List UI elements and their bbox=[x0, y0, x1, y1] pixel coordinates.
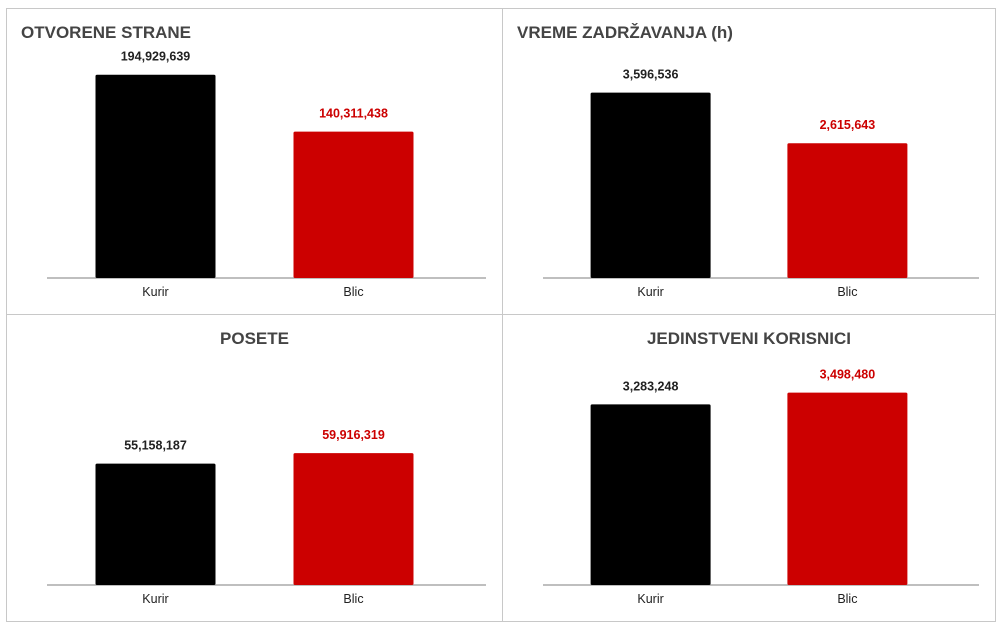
value-label-blic: 59,916,319 bbox=[322, 428, 385, 442]
chart-title: JEDINSTVENI KORISNICI bbox=[647, 329, 851, 348]
category-label-kurir: Kurir bbox=[637, 592, 663, 606]
chart-title: POSETE bbox=[220, 329, 289, 348]
bar-kurir bbox=[95, 463, 216, 585]
category-label-blic: Blic bbox=[837, 592, 857, 606]
value-label-kurir: 3,596,536 bbox=[623, 68, 679, 82]
chart-panel-posete: POSETE 55,158,187 Kurir 59,916,319 Blic bbox=[6, 314, 503, 622]
value-label-kurir: 194,929,639 bbox=[121, 50, 191, 64]
value-label-blic: 3,498,480 bbox=[820, 368, 876, 382]
chart-svg: POSETE 55,158,187 Kurir 59,916,319 Blic bbox=[47, 329, 486, 606]
category-label-kurir: Kurir bbox=[142, 592, 168, 606]
value-label-blic: 140,311,438 bbox=[319, 107, 388, 121]
chart-svg: JEDINSTVENI KORISNICI 3,283,248 Kurir 3,498… bbox=[543, 329, 979, 606]
chart-svg: VREME ZADRŽAVANJA (h) 3,596,536 Kurir 2,615… bbox=[517, 23, 979, 299]
chart-svg: OTVORENE STRANE 194,929,639 Kurir 140,311,4… bbox=[21, 23, 486, 299]
bar-blic bbox=[293, 453, 414, 585]
bar-kurir bbox=[590, 92, 711, 279]
chart-title: OTVORENE STRANE bbox=[21, 23, 191, 42]
bar-kurir bbox=[95, 74, 216, 278]
value-label-blic: 2,615,643 bbox=[820, 118, 876, 132]
bar-blic bbox=[787, 392, 908, 585]
value-label-kurir: 3,283,248 bbox=[623, 379, 679, 393]
bar-blic bbox=[293, 131, 414, 278]
bar-blic bbox=[787, 143, 908, 278]
chart-panel-jedinstveni-korisnici: JEDINSTVENI KORISNICI 3,283,248 Kurir 3,498… bbox=[502, 314, 996, 622]
category-label-blic: Blic bbox=[343, 285, 363, 299]
chart-title: VREME ZADRŽAVANJA (h) bbox=[517, 23, 733, 42]
category-label-blic: Blic bbox=[837, 285, 857, 299]
category-label-kurir: Kurir bbox=[142, 285, 168, 299]
chart-panel-otvorene-strane: OTVORENE STRANE 194,929,639 Kurir 140,311,4… bbox=[6, 8, 503, 315]
category-label-blic: Blic bbox=[343, 592, 363, 606]
category-label-kurir: Kurir bbox=[637, 285, 663, 299]
bar-kurir bbox=[590, 404, 711, 585]
chart-panel-vreme-zadrzavanja: VREME ZADRŽAVANJA (h) 3,596,536 Kurir 2,615… bbox=[502, 8, 996, 315]
value-label-kurir: 55,158,187 bbox=[124, 439, 187, 453]
